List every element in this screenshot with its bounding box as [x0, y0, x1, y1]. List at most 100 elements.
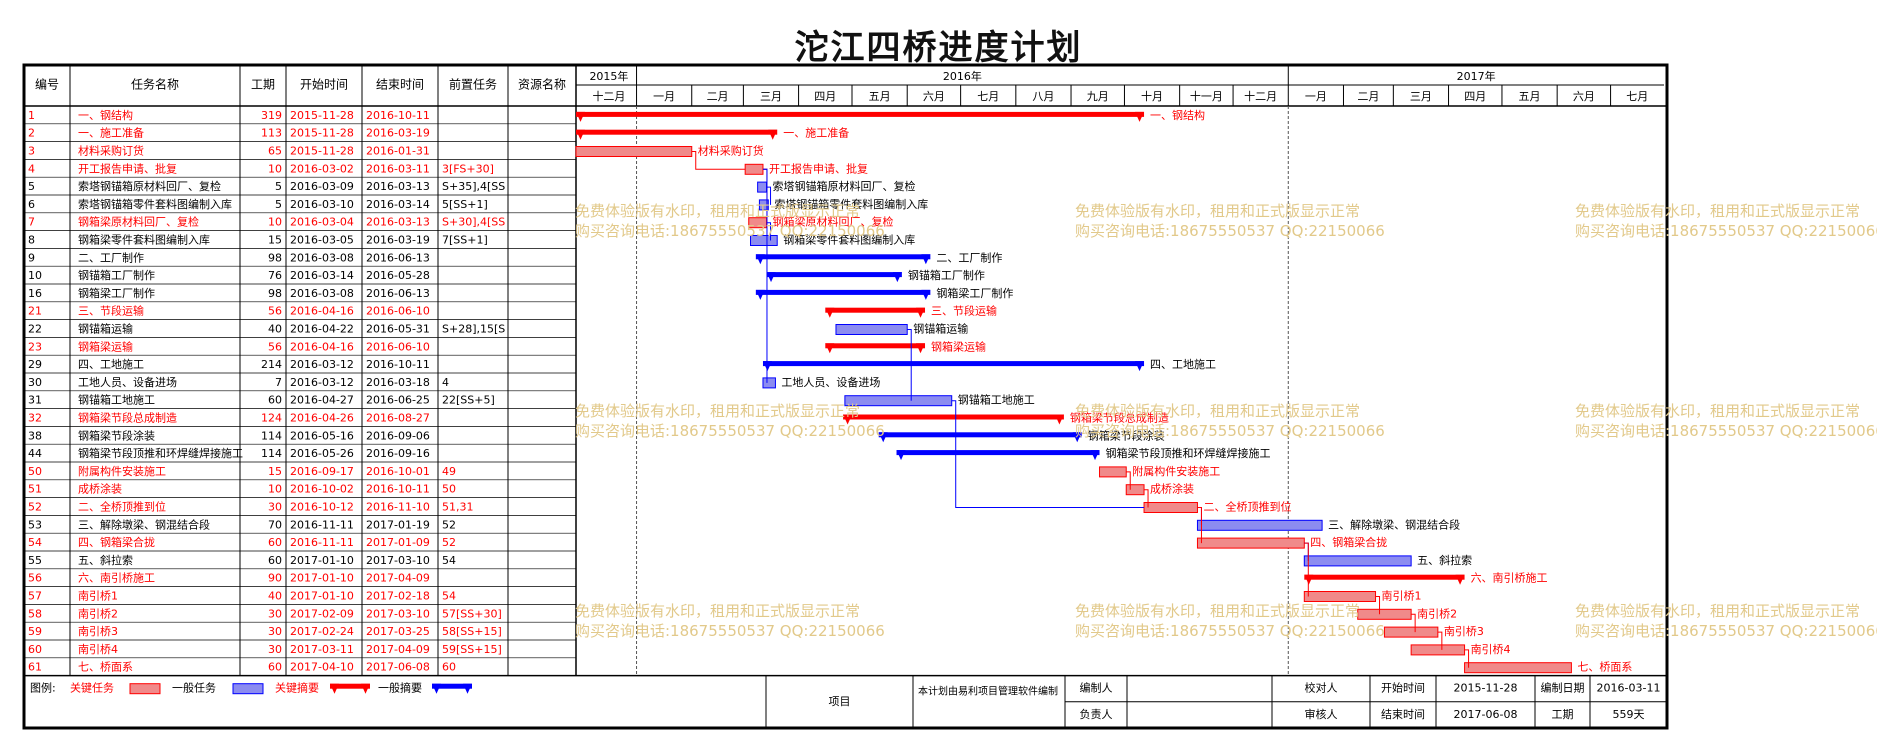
task-name: 钢锚箱运输	[78, 322, 133, 336]
watermark-text: 免费体验版有水印，租用和正式版显示正常	[1575, 602, 1861, 620]
month-label: 六月	[1573, 90, 1595, 103]
task-duration: 65	[268, 145, 282, 158]
month-label: 一月	[1305, 90, 1327, 103]
task-bar	[1410, 644, 1466, 656]
bar-label: 钢箱梁运输	[931, 339, 986, 353]
dependency-line	[1304, 542, 1309, 597]
task-start: 2016-04-27	[290, 394, 354, 407]
month-label: 十二月	[592, 89, 625, 103]
dependency-line	[1411, 613, 1416, 633]
task-predecessor: 54	[442, 554, 456, 567]
bar-label: 六、南引桥施工	[1471, 571, 1548, 585]
bar-label: 钢箱梁节段涂装	[1088, 428, 1165, 442]
dependency-line	[766, 186, 772, 205]
task-name: 成桥涂装	[78, 482, 122, 496]
bar-label: 三、解除墩梁、钢混结合段	[1328, 517, 1460, 531]
task-end: 2016-03-13	[366, 180, 430, 193]
task-name: 六、南引桥施工	[78, 571, 155, 585]
watermark-text: 购买咨询电话:18675550537 QQ:22150066	[575, 422, 885, 440]
bar-label: 五、斜拉索	[1417, 553, 1472, 567]
task-start: 2017-04-10	[290, 661, 354, 674]
summary-cap-right	[916, 343, 926, 354]
month-label: 四月	[814, 90, 836, 103]
task-duration: 15	[268, 234, 282, 247]
task-bar	[744, 163, 764, 175]
task-start: 2016-03-05	[290, 234, 354, 247]
task-id: 61	[28, 661, 42, 674]
legend-critical-summary-label: 关键摘要	[275, 681, 319, 695]
task-end: 2016-06-13	[366, 287, 430, 300]
task-id: 6	[28, 198, 35, 211]
task-id: 55	[28, 554, 42, 567]
summary-bar	[878, 432, 1082, 438]
summary-bar	[576, 129, 778, 135]
watermark-text: 免费体验版有水印，租用和正式版显示正常	[1075, 202, 1361, 220]
task-id: 53	[28, 518, 42, 531]
task-id: 3	[28, 145, 35, 158]
bar-label: 钢锚箱运输	[913, 322, 968, 336]
task-name: 南引桥2	[78, 606, 118, 620]
task-start: 2017-01-10	[290, 572, 354, 585]
task-end: 2016-09-16	[366, 447, 430, 460]
task-start: 2017-02-09	[290, 607, 354, 620]
summary-bar	[896, 450, 1100, 456]
task-id: 32	[28, 412, 42, 425]
bar-label: 成桥涂装	[1150, 482, 1194, 496]
task-duration: 98	[268, 251, 282, 264]
task-end: 2016-01-31	[366, 145, 430, 158]
task-end: 2017-06-08	[366, 661, 430, 674]
watermark-text: 免费体验版有水印，租用和正式版显示正常	[1575, 402, 1861, 420]
task-id: 9	[28, 251, 35, 264]
legend-critical-summary-cap	[361, 683, 370, 694]
summary-bar	[755, 289, 931, 295]
summary-bar	[1304, 574, 1465, 580]
task-duration: 30	[268, 607, 282, 620]
bar-label: 钢锚箱工地施工	[958, 393, 1035, 407]
dependency-line	[1464, 649, 1470, 668]
task-start: 2016-05-26	[290, 447, 354, 460]
task-predecessor: 49	[442, 465, 456, 478]
task-end: 2016-03-11	[366, 162, 430, 175]
task-duration: 15	[268, 465, 282, 478]
task-bar	[844, 395, 953, 407]
summary-bar	[755, 254, 931, 260]
footer-duration-value: 559天	[1613, 708, 1645, 721]
watermark-text: 购买咨询电话:18675550537 QQ:22150066	[1075, 222, 1385, 240]
task-end: 2016-11-10	[366, 501, 430, 514]
task-predecessor: 57[SS+30]	[442, 607, 502, 620]
task-bar	[835, 324, 908, 335]
legend-title: 图例:	[30, 681, 56, 695]
bar-label: 一、钢结构	[1150, 108, 1205, 122]
task-duration: 7	[275, 376, 282, 389]
column-header-end: 结束时间	[376, 78, 424, 92]
task-predecessor: S+35],4[SS	[442, 180, 505, 193]
task-duration: 40	[268, 323, 282, 336]
task-duration: 114	[261, 447, 282, 460]
task-start: 2016-11-11	[290, 536, 354, 549]
summary-bar	[825, 343, 926, 349]
task-id: 7	[28, 216, 35, 229]
task-id: 51	[28, 483, 42, 496]
task-bar	[1464, 662, 1572, 674]
task-name: 四、钢箱梁合拢	[78, 535, 155, 549]
task-id: 31	[28, 394, 42, 407]
task-id: 22	[28, 323, 42, 336]
legend-normal-summary-label: 一般摘要	[378, 681, 422, 695]
dependency-line	[1144, 489, 1149, 508]
dependency-line	[766, 222, 772, 241]
summary-cap-right	[1455, 574, 1465, 585]
dependency-line	[762, 168, 768, 383]
task-end: 2016-03-18	[366, 376, 430, 389]
task-predecessor: 3[FS+30]	[442, 162, 494, 175]
task-start: 2016-03-09	[290, 180, 354, 193]
task-start: 2016-03-12	[290, 376, 354, 389]
month-label: 七月	[977, 90, 999, 103]
bar-label: 材料采购订货	[698, 144, 764, 158]
year-label: 2015年	[589, 69, 628, 83]
task-id: 29	[28, 358, 42, 371]
task-end: 2016-10-11	[366, 358, 430, 371]
task-start: 2016-04-16	[290, 340, 354, 353]
bar-label: 钢箱梁工厂制作	[936, 286, 1013, 300]
task-end: 2016-10-01	[366, 465, 430, 478]
legend-critical-summary-swatch	[330, 683, 370, 689]
